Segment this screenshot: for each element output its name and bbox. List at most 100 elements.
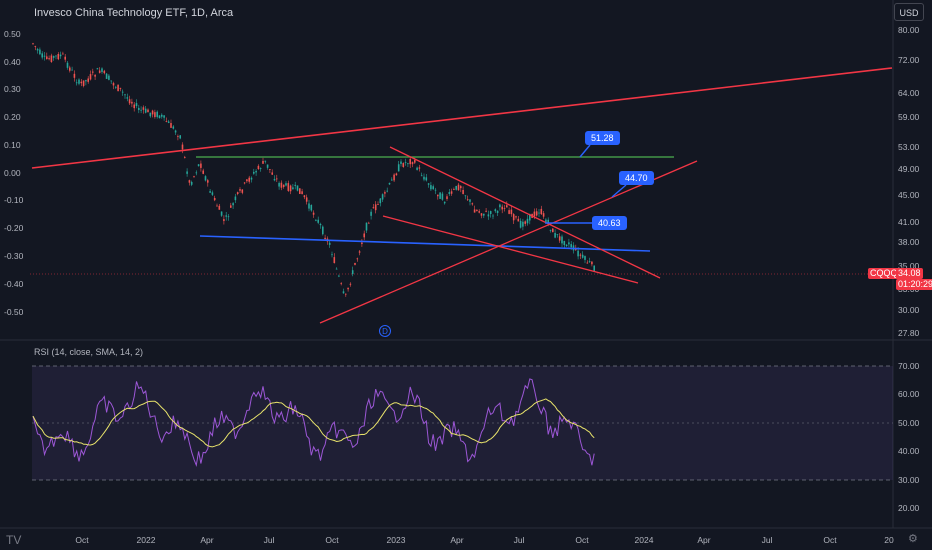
rsi-sma-line [32,398,595,448]
candle-body [103,70,106,74]
left-axis-tick: -0.20 [4,223,24,233]
candle-body [202,170,204,174]
candle-body [282,184,285,187]
candle-body [246,179,248,182]
candle-body [179,135,181,139]
candle-body [427,183,430,185]
currency-button[interactable]: USD [894,3,924,21]
candle-body [89,74,92,80]
candle-body [230,205,232,208]
candle-body [368,222,370,224]
rsi-axis-tick: 70.00 [898,361,920,371]
right-axis-tick: 64.00 [898,88,920,98]
candle-body [121,91,124,93]
candle-body [57,53,60,60]
rsi-axis-tick: 20.00 [898,503,920,513]
candle-body [365,222,368,231]
candle-body [577,250,579,257]
rsi-axis: 70.00 60.00 50.00 40.00 30.00 20.00 [898,361,920,513]
candle-body [423,176,425,180]
candle-body [248,177,250,182]
candle-body [487,214,490,217]
candle-body [36,49,39,51]
chart-title: Invesco China Technology ETF, 1D, Arca [34,7,234,19]
time-axis-tick: Oct [575,535,589,545]
candle-body [515,216,517,218]
candle-body [52,56,55,58]
time-axis-tick: 2022 [137,535,156,545]
candle-body [395,173,398,176]
candle-body [418,167,421,169]
candle-body [64,56,66,60]
candle-body [73,73,76,78]
long-resistance-line [31,67,893,169]
candle-body [105,73,108,79]
candle-body [110,80,112,82]
candle-body [363,233,365,238]
time-axis-tick: 2023 [387,535,406,545]
time-axis-tick: 20 [884,535,894,545]
candle-body [414,160,416,163]
rsi-line [32,378,595,468]
candle-body [280,182,283,188]
candle-body [253,171,255,174]
candle-body [460,186,462,189]
candle-body [96,68,99,70]
left-axis-tick: 0.30 [4,84,21,94]
candle-body [289,185,292,192]
candle-body [55,55,57,57]
left-axis-tick: 0.10 [4,140,21,150]
candle-body [464,195,467,197]
candle-body [342,291,345,294]
falling-trendline-upper [389,146,661,279]
callout-40[interactable]: 40.63 [592,216,627,230]
candle-body [174,130,177,133]
candle-body [552,228,554,233]
candle-body [209,191,211,193]
candle-body [271,172,273,175]
candle-body [305,197,308,202]
candle-body [188,180,191,183]
candle-body [443,201,446,204]
candle-body [128,99,131,104]
candle-body [276,178,278,180]
candle-body [149,112,152,117]
candle-body [32,43,34,45]
candle-body [269,169,271,170]
candle-body [579,254,582,256]
tradingview-logo[interactable]: TV [6,533,22,547]
candle-body [324,237,326,240]
candle-body [434,189,437,191]
settings-icon[interactable]: ⚙ [908,533,918,545]
candle-body [190,181,193,185]
left-axis-tick: -0.40 [4,279,24,289]
callout-51[interactable]: 51.28 [585,131,620,145]
candle-body [34,46,37,47]
left-axis-tick: 0.20 [4,112,21,122]
rsi-title[interactable]: RSI (14, close, SMA, 14, 2) [34,347,144,357]
candle-body [287,183,290,191]
candle-body [563,240,566,246]
candle-body [499,204,501,208]
candle-body [340,283,342,285]
time-axis-tick: Oct [75,535,89,545]
candle-body [257,165,260,170]
candle-body [220,211,223,216]
candle-body [80,81,83,84]
dividend-marker[interactable]: D [379,325,391,337]
candle-body [239,189,241,191]
candle-body [232,203,234,206]
time-axis-tick: Oct [325,535,339,545]
candle-body [402,163,405,167]
time-axis-tick: Jul [514,535,525,545]
candle-body [455,185,457,190]
candle-body [319,223,322,226]
right-axis-tick: 41.00 [898,217,920,227]
candle-body [117,84,119,92]
candle-body [119,87,122,89]
candle-body [78,79,80,84]
right-axis-tick: 80.00 [898,25,920,35]
callout-44[interactable]: 44.70 [619,171,654,185]
candle-body [225,215,227,217]
